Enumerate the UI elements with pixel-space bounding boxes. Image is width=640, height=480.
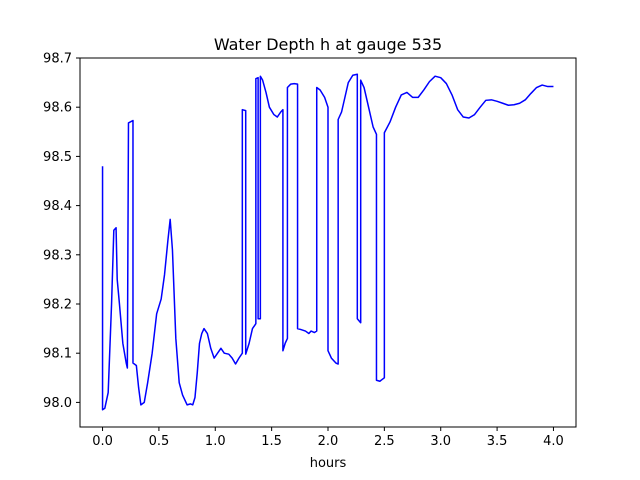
y-tick-label: 98.4 bbox=[43, 199, 72, 214]
x-tick-label: 1.5 bbox=[261, 434, 282, 449]
series-line-0 bbox=[101, 73, 554, 411]
x-tick-label: 3.0 bbox=[430, 434, 451, 449]
chart-title: Water Depth h at gauge 535 bbox=[214, 35, 442, 54]
x-tick-label: 2.5 bbox=[374, 434, 395, 449]
y-tick-label: 98.7 bbox=[43, 52, 72, 67]
y-tick-label: 98.5 bbox=[43, 150, 72, 165]
x-tick-label: 0.0 bbox=[92, 434, 113, 449]
x-tick-label: 2.0 bbox=[318, 434, 339, 449]
x-axis-title: hours bbox=[310, 456, 347, 471]
x-tick-label: 0.5 bbox=[149, 434, 170, 449]
y-tick-label: 98.3 bbox=[43, 248, 72, 263]
plot-area bbox=[101, 73, 554, 411]
x-tick-label: 4.0 bbox=[543, 434, 564, 449]
y-tick-label: 98.2 bbox=[43, 298, 72, 313]
x-tick-label: 1.0 bbox=[205, 434, 226, 449]
x-axis: 0.0 0.5 1.0 1.5 2.0 2.5 3.0 3.5 4.0 bbox=[92, 427, 564, 449]
x-tick-label: 3.5 bbox=[487, 434, 508, 449]
y-tick-label: 98.1 bbox=[43, 347, 72, 362]
y-tick-label: 98.0 bbox=[43, 396, 72, 411]
y-axis: 98.0 98.1 98.2 98.3 98.4 98.5 98.6 98.7 bbox=[43, 52, 80, 411]
y-tick-label: 98.6 bbox=[43, 101, 72, 116]
